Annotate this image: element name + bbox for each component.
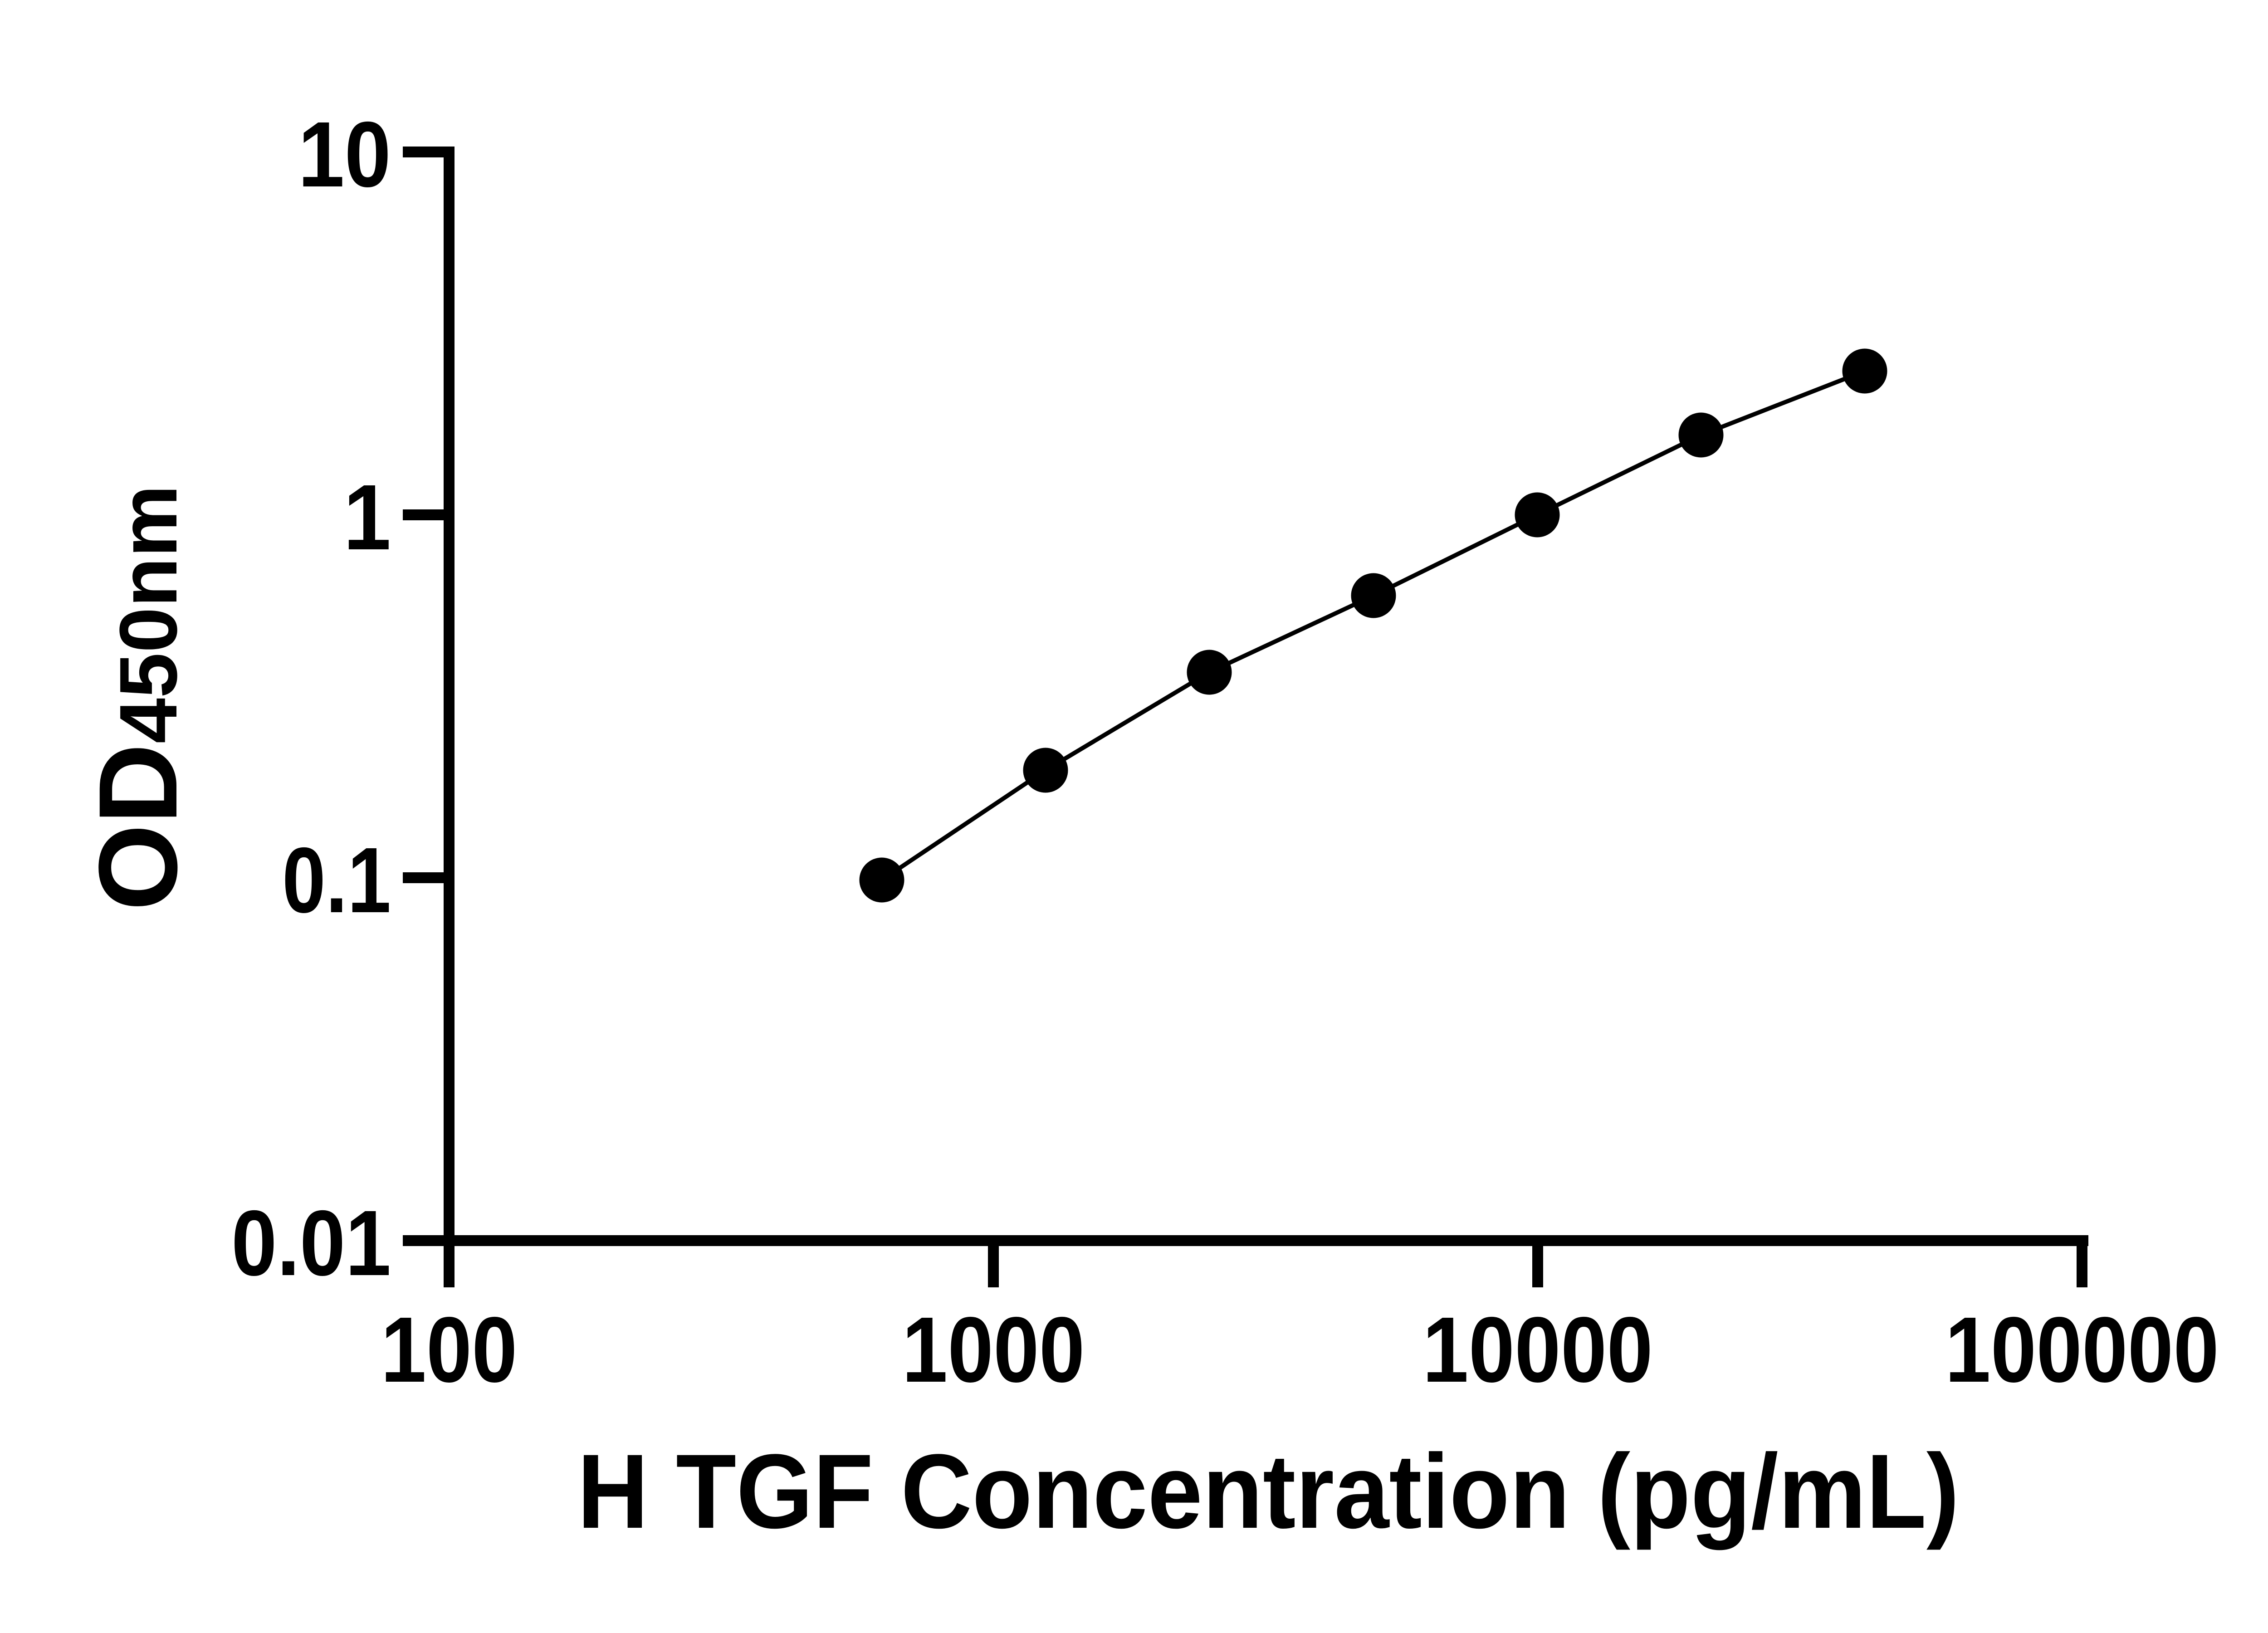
svg-text:0.01: 0.01 <box>231 1191 391 1295</box>
svg-text:1000: 1000 <box>902 1298 1085 1402</box>
svg-text:100: 100 <box>381 1298 518 1402</box>
svg-text:10000: 10000 <box>1422 1298 1653 1402</box>
svg-text:H TGF Concentration (pg/mL): H TGF Concentration (pg/mL) <box>577 1433 1960 1550</box>
svg-text:1: 1 <box>343 465 391 569</box>
svg-text:10: 10 <box>298 103 391 206</box>
svg-text:100000: 100000 <box>1945 1298 2219 1402</box>
svg-text:0.1: 0.1 <box>282 828 391 932</box>
